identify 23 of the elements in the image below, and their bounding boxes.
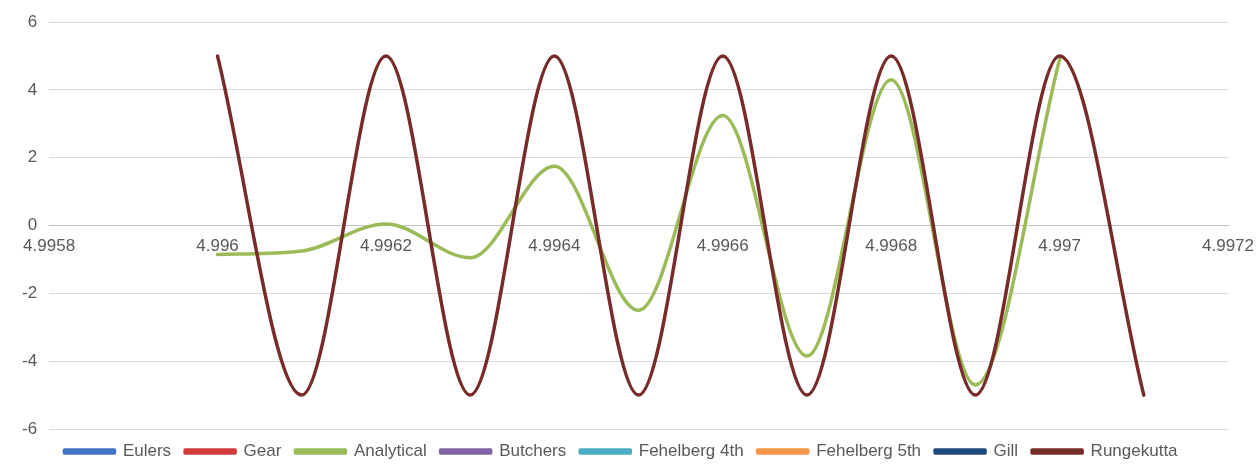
- x-tick-label: 4.996: [196, 236, 239, 256]
- y-tick-label: -4: [21, 350, 38, 370]
- x-tick-label: 4.9958: [23, 236, 76, 256]
- x-tick-label: 4.9964: [528, 236, 581, 256]
- x-tick-label: 4.9968: [865, 236, 918, 256]
- x-tick-label: 4.9962: [359, 236, 412, 256]
- x-tick-label: 4.9966: [696, 236, 749, 256]
- x-tick-label: 4.9972: [1202, 236, 1254, 256]
- legend-label: Eulers: [122, 441, 172, 461]
- legend-label: Butchers: [499, 441, 567, 461]
- legend-label: Analytical: [353, 441, 427, 461]
- y-tick-label: -6: [21, 418, 38, 438]
- y-tick-label: -2: [21, 283, 38, 303]
- legend-label: Fehelberg 5th: [816, 441, 922, 461]
- y-tick-label: 0: [27, 215, 38, 235]
- legend-label: Rungekutta: [1090, 441, 1179, 461]
- y-tick-label: 2: [27, 147, 38, 167]
- y-tick-label: 4: [27, 79, 38, 99]
- y-tick-label: 6: [27, 11, 38, 31]
- legend-label: Gill: [993, 441, 1019, 461]
- legend-label: Gear: [243, 441, 282, 461]
- x-tick-label: 4.997: [1038, 236, 1081, 256]
- legend-label: Fehelberg 4th: [638, 441, 744, 461]
